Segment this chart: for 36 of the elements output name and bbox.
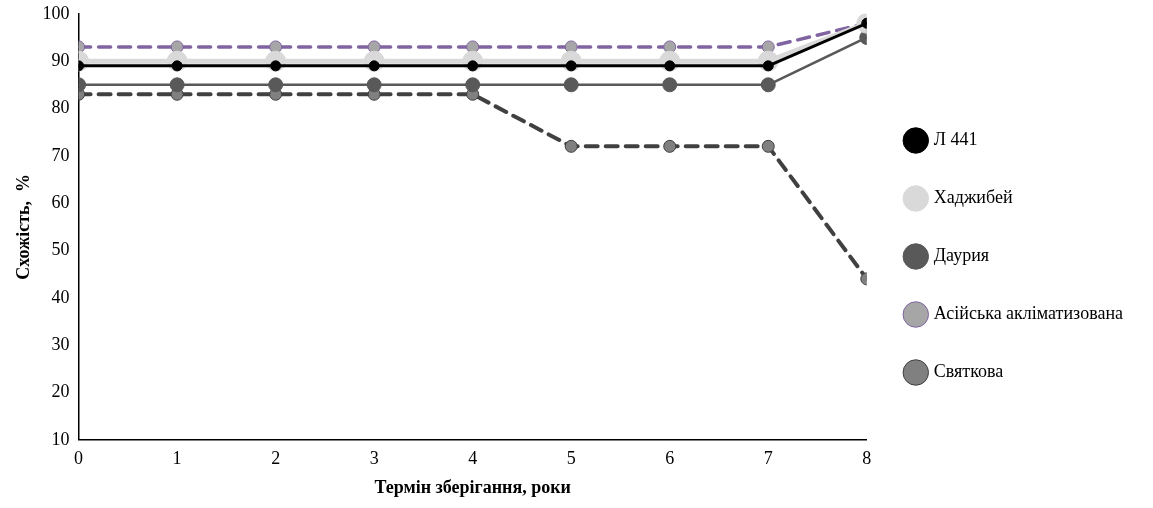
x-tick-label: 4 [468, 448, 478, 469]
legend-label: Святкова [933, 361, 1004, 382]
legend-label: Даурия [933, 245, 990, 266]
x-tick-label: 8 [862, 448, 872, 469]
y-axis-title: Схожість, % [13, 173, 34, 280]
x-tick-label: 2 [271, 448, 281, 469]
x-tick-label: 0 [74, 448, 84, 469]
y-tick-label: 60 [51, 191, 70, 212]
point [465, 77, 481, 93]
y-tick-label: 30 [51, 333, 70, 354]
point [169, 77, 185, 93]
y-tick-label: 40 [51, 286, 70, 307]
point [760, 77, 776, 93]
y-tick-label: 50 [51, 239, 70, 260]
x-tick-label: 7 [763, 448, 773, 469]
legend-label: Асійська акліматизована [933, 303, 1124, 324]
x-axis-title: Термін зберігання, роки [374, 476, 571, 497]
x-tick-label: 5 [566, 448, 576, 469]
y-tick-label: 10 [51, 428, 70, 449]
y-tick-label: 20 [51, 381, 70, 402]
y-tick-label: 70 [51, 144, 70, 165]
point [366, 77, 382, 93]
x-tick-label: 6 [665, 448, 675, 469]
point [564, 139, 578, 153]
y-tick-label: 100 [42, 2, 70, 23]
point [268, 77, 284, 93]
legend-label: Л 441 [933, 129, 978, 150]
point [662, 77, 678, 93]
y-tick-label: 90 [51, 49, 70, 70]
point [563, 77, 579, 93]
x-tick-label: 3 [369, 448, 379, 469]
y-tick-label: 80 [51, 97, 70, 118]
legend-label: Хаджибей [933, 187, 1013, 208]
x-tick-label: 1 [172, 448, 182, 469]
point [663, 139, 677, 153]
point [761, 139, 775, 153]
